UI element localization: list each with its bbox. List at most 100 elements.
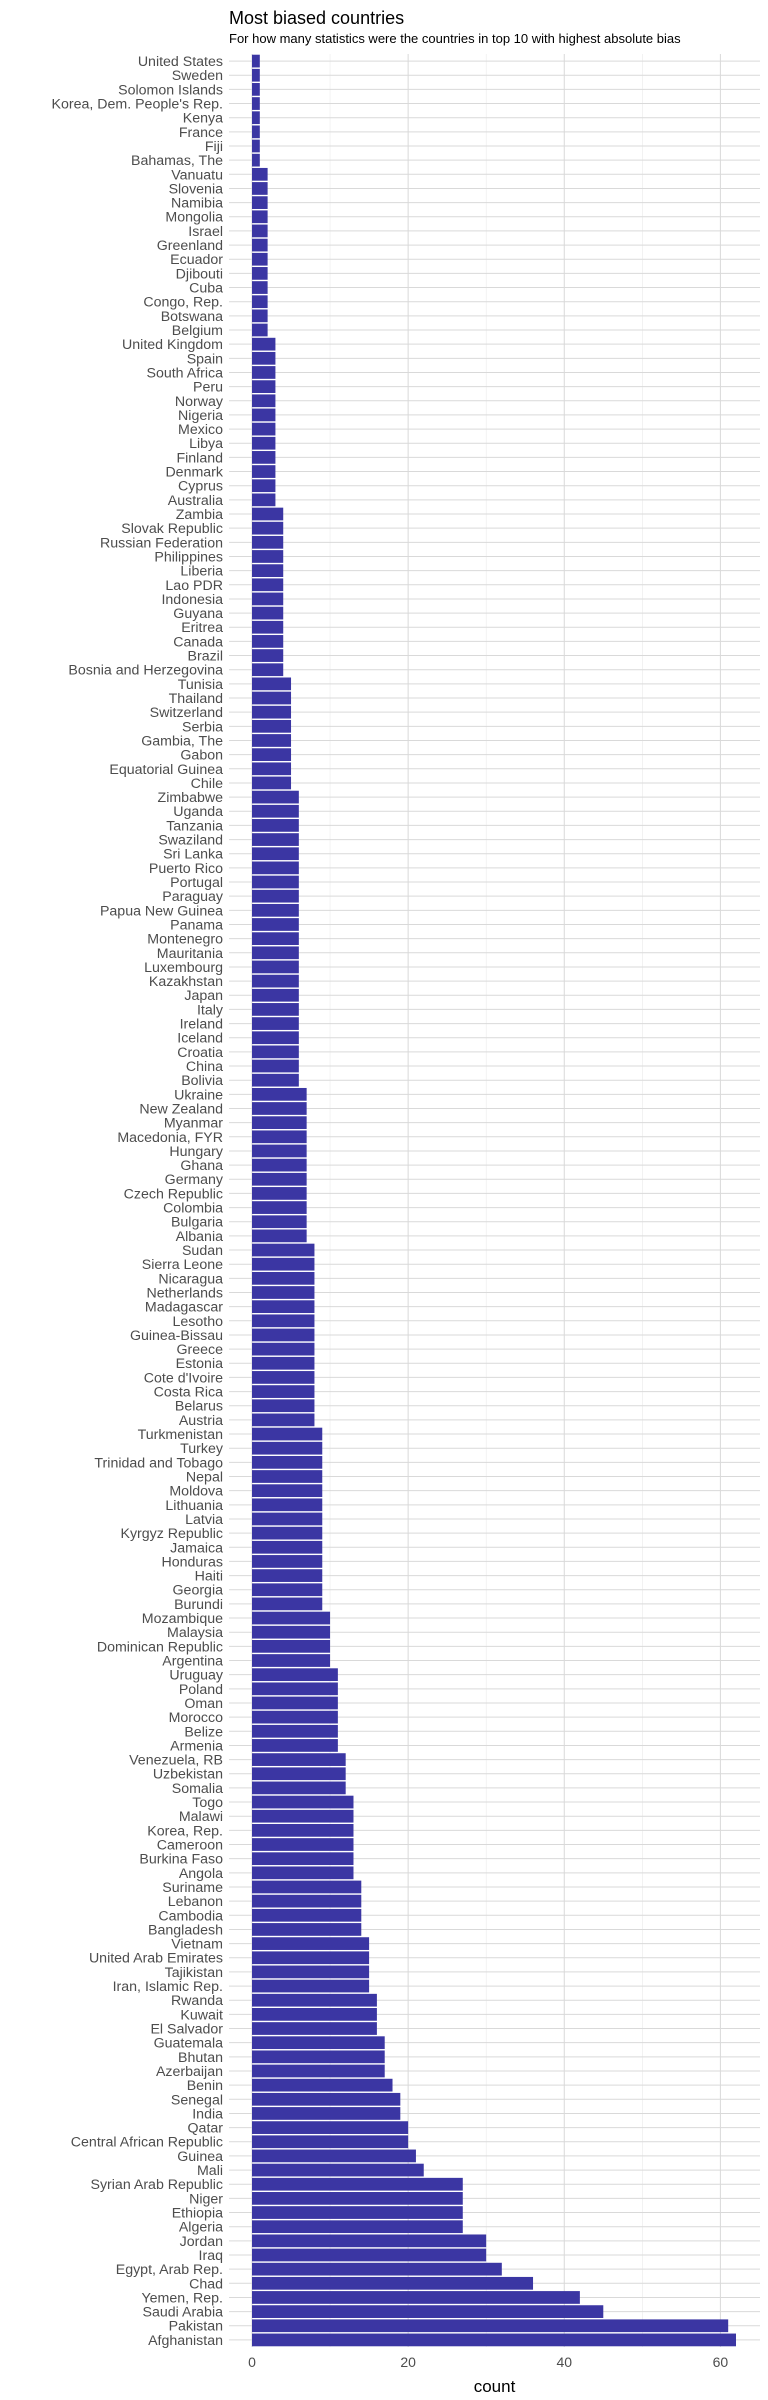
y-tick-label: Swaziland — [158, 833, 223, 849]
y-tick-label: Lebanon — [168, 1894, 223, 1910]
bar — [252, 1965, 370, 1979]
y-tick-label: Honduras — [161, 1554, 223, 1570]
y-tick-label: Tanzania — [166, 818, 223, 834]
y-tick-label: Zimbabwe — [158, 790, 224, 806]
bar — [252, 1158, 307, 1172]
bar — [252, 111, 260, 125]
y-tick-label: Yemen, Rep. — [141, 2290, 223, 2306]
bar — [252, 451, 276, 464]
bar — [252, 1441, 323, 1455]
y-tick-label: Malawi — [179, 1809, 223, 1825]
bar — [252, 153, 260, 167]
bar — [252, 139, 260, 153]
y-tick-label: Ethiopia — [172, 2206, 223, 2222]
bar — [252, 238, 268, 252]
y-tick-label: Cuba — [189, 281, 223, 297]
bar — [252, 889, 299, 903]
y-tick-label: Solomon Islands — [118, 82, 223, 98]
bar — [252, 2234, 487, 2248]
y-tick-label: Italy — [197, 1002, 224, 1018]
bar — [252, 1328, 315, 1342]
bar — [252, 719, 292, 733]
bar — [252, 1724, 338, 1738]
y-tick-label: Morocco — [169, 1710, 224, 1726]
bar — [252, 2092, 401, 2106]
x-tick-label: 20 — [400, 2354, 416, 2370]
bar — [252, 1526, 323, 1540]
y-tick-label: Chile — [191, 776, 223, 792]
bar — [252, 635, 284, 648]
y-tick-label: Guinea — [177, 2149, 223, 2165]
y-tick-label: Bosnia and Herzegovina — [68, 663, 223, 679]
bar — [252, 1172, 307, 1186]
bar — [252, 2163, 424, 2177]
bar — [252, 1866, 354, 1880]
y-tick-label: Albania — [176, 1229, 223, 1245]
bar — [252, 507, 284, 521]
y-tick-label: Saudi Arabia — [143, 2305, 224, 2321]
y-tick-label: Botswana — [161, 309, 223, 325]
bar — [252, 1823, 354, 1837]
y-tick-label: Gabon — [180, 748, 223, 764]
bar — [252, 408, 276, 422]
bar — [252, 125, 260, 139]
y-tick-label: Macedonia, FYR — [117, 1130, 223, 1146]
y-tick-label: Vietnam — [171, 1937, 223, 1953]
bar — [252, 1144, 307, 1158]
y-tick-label: Puerto Rico — [149, 861, 223, 877]
bar — [252, 366, 276, 379]
y-tick-label: Switzerland — [150, 705, 223, 721]
y-tick-label: Australia — [168, 493, 223, 509]
y-tick-label: Congo, Rep. — [143, 295, 223, 311]
y-tick-label: Argentina — [162, 1653, 223, 1669]
y-tick-label: Czech Republic — [124, 1186, 223, 1202]
bar — [252, 1399, 315, 1413]
bar — [252, 224, 268, 238]
y-tick-label: South Africa — [147, 365, 224, 381]
y-tick-label: Malaysia — [167, 1625, 223, 1641]
y-tick-label: Fiji — [205, 139, 223, 155]
bar — [252, 1045, 299, 1059]
y-tick-label: Moldova — [169, 1484, 223, 1500]
bar — [252, 1342, 315, 1356]
chart-title: Most biased countries — [229, 8, 404, 28]
bar — [252, 1003, 299, 1016]
y-tick-label: Finland — [176, 450, 223, 466]
y-tick-label: Mauritania — [157, 946, 223, 962]
y-tick-label: Somalia — [172, 1781, 223, 1797]
y-tick-label: Uganda — [173, 804, 223, 820]
bar — [252, 2064, 385, 2078]
y-tick-label: Gambia, The — [141, 733, 223, 749]
bar — [252, 1639, 331, 1653]
bar — [252, 776, 292, 790]
bar — [252, 974, 299, 988]
bar — [252, 83, 260, 96]
bar — [252, 762, 292, 776]
y-tick-label: United States — [138, 54, 223, 70]
bar — [252, 2177, 463, 2191]
y-tick-label: Rwanda — [171, 1993, 223, 2009]
bar — [252, 1597, 323, 1611]
bar — [252, 2333, 736, 2347]
y-tick-label: Angola — [179, 1866, 223, 1882]
bar — [252, 2291, 580, 2304]
y-tick-label: Austria — [179, 1413, 223, 1429]
bar — [252, 550, 284, 563]
y-tick-label: Canada — [173, 634, 223, 650]
bar — [252, 1413, 315, 1427]
y-tick-label: Belize — [184, 1724, 223, 1740]
bar — [252, 1682, 338, 1696]
bar — [252, 267, 268, 280]
bar — [252, 1017, 299, 1030]
bar — [252, 337, 276, 351]
bar — [252, 1300, 315, 1314]
bar — [252, 1087, 307, 1101]
y-tick-label: Bolivia — [181, 1073, 223, 1089]
y-tick-label: Lao PDR — [165, 578, 223, 594]
y-tick-label: China — [186, 1059, 223, 1075]
y-tick-label: Bahamas, The — [131, 153, 223, 169]
y-tick-label: Togo — [192, 1795, 223, 1811]
bar — [252, 1470, 323, 1483]
bar — [252, 1696, 338, 1710]
y-tick-label: Norway — [175, 394, 224, 410]
